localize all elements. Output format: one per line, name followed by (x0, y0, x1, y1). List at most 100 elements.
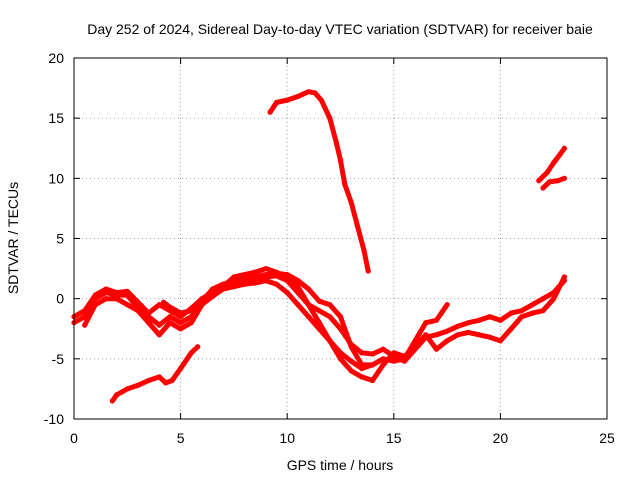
data-point (536, 178, 542, 184)
data-point (423, 332, 429, 338)
data-point (252, 280, 258, 286)
data-point (327, 302, 333, 308)
y-tick-label: 0 (56, 291, 64, 307)
data-point (433, 317, 439, 323)
y-tick-label: 10 (48, 170, 64, 186)
data-point (231, 278, 237, 284)
data-point (508, 310, 514, 316)
data-point (103, 296, 109, 302)
grid (74, 58, 607, 419)
data-point (444, 328, 450, 334)
data-point (497, 338, 503, 344)
data-point (540, 308, 546, 314)
data-point (359, 362, 365, 368)
data-point (327, 115, 333, 121)
data-point (508, 326, 514, 332)
y-axis-label: SDTVAR / TECUs (5, 182, 21, 294)
data-point (199, 298, 205, 304)
data-point (178, 320, 184, 326)
data-point (178, 310, 184, 316)
data-point (561, 145, 568, 151)
x-tick-labels: 0 5 10 15 20 25 (70, 430, 615, 446)
data-point (156, 322, 162, 328)
series-line-3 (82, 266, 567, 383)
data-point (188, 350, 194, 356)
data-point (557, 151, 563, 157)
data-point (455, 323, 461, 329)
series-line-8 (540, 175, 567, 191)
data-point (544, 169, 550, 175)
data-point (337, 356, 344, 362)
data-point (433, 346, 439, 352)
data-point (82, 322, 88, 328)
data-series (71, 89, 568, 404)
x-axis-label: GPS time / hours (287, 457, 394, 473)
data-point (146, 377, 152, 384)
data-point (295, 284, 301, 290)
data-point (327, 338, 333, 344)
data-point (401, 353, 408, 359)
data-point (359, 350, 365, 356)
data-point (114, 392, 120, 398)
data-point (337, 157, 344, 163)
data-point (444, 302, 450, 308)
data-point (423, 320, 429, 326)
data-point (188, 320, 194, 326)
data-point (178, 314, 184, 320)
data-point (305, 286, 312, 292)
data-point (540, 296, 546, 302)
data-point (263, 278, 269, 284)
data-point (284, 272, 290, 278)
data-point (178, 326, 184, 332)
data-point (273, 281, 280, 287)
data-point (284, 97, 290, 103)
data-point (263, 266, 269, 272)
data-point (318, 97, 324, 103)
data-point (295, 278, 301, 284)
data-point (316, 298, 322, 304)
data-point (124, 386, 130, 392)
data-point (391, 358, 397, 364)
data-point (231, 284, 237, 290)
plot-frame (73, 57, 608, 420)
data-point (487, 334, 493, 340)
x-tick-label: 10 (279, 430, 295, 446)
data-point (156, 332, 162, 338)
data-point (135, 308, 141, 314)
data-point (444, 338, 450, 344)
data-point (359, 374, 365, 380)
data-point (305, 89, 312, 95)
axis-ticks (73, 57, 608, 420)
data-point (361, 247, 367, 254)
x-tick-label: 5 (177, 430, 185, 446)
data-point (497, 317, 503, 323)
data-point (348, 199, 354, 205)
data-point (380, 346, 386, 352)
data-point (109, 398, 115, 404)
data-point (103, 286, 109, 292)
data-point (540, 185, 546, 191)
data-point (146, 320, 152, 326)
data-point (355, 223, 361, 230)
data-point (327, 314, 333, 320)
y-tick-label: -10 (44, 411, 64, 427)
data-point (263, 272, 269, 278)
data-point (433, 332, 439, 338)
y-tick-label: 5 (56, 231, 64, 247)
data-point (160, 299, 167, 305)
data-point (348, 358, 354, 364)
data-point (391, 350, 397, 356)
x-tick-label: 15 (386, 430, 402, 446)
data-point (551, 160, 557, 166)
y-tick-labels: -10 -5 0 5 10 15 20 (44, 50, 64, 427)
data-point (546, 179, 553, 185)
data-point (124, 302, 130, 308)
chart-title: Day 252 of 2024, Sidereal Day-to-day VTE… (87, 21, 593, 37)
data-point (380, 362, 386, 368)
data-point (316, 320, 322, 326)
data-point (342, 181, 348, 187)
data-point (369, 377, 376, 384)
data-point (103, 290, 109, 296)
data-point (252, 269, 258, 275)
